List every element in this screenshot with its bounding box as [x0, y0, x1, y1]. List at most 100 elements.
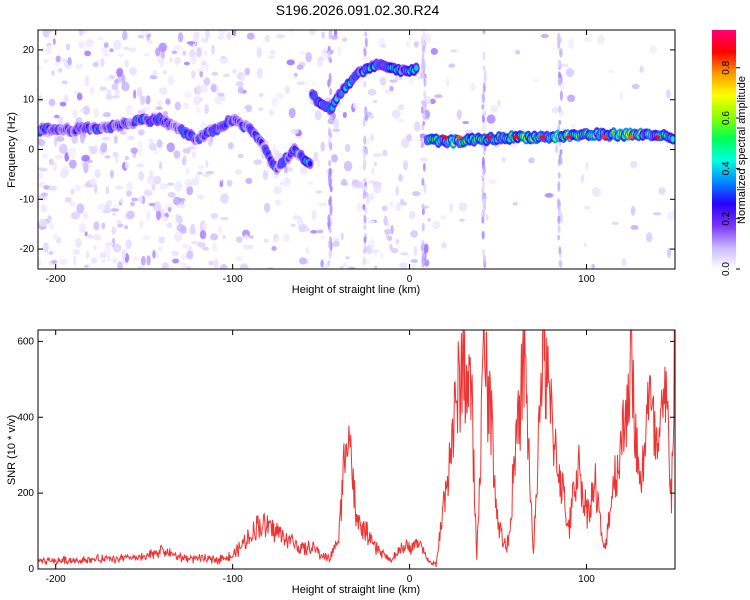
spectrogram-noise-cell — [185, 166, 190, 176]
spectrogram-noise-cell — [59, 258, 69, 266]
spectrogram-noise-cell — [171, 250, 179, 257]
spectrogram-noise-cell — [166, 222, 173, 229]
spectrogram-y-tick-label: 0 — [28, 145, 34, 156]
spectrogram-noise-cell — [72, 248, 81, 255]
spectrogram-noise-cell — [204, 104, 209, 115]
spectrogram-noise-cell — [344, 256, 351, 260]
spectrogram-noise-cell — [257, 107, 264, 112]
spectrogram-burst-cell — [557, 224, 561, 234]
spectrogram-x-tick-label: -200 — [46, 274, 66, 285]
spectrogram-noise-cell — [155, 209, 161, 221]
spectrogram-noise-cell — [54, 135, 58, 147]
spectrogram-noise-cell — [318, 202, 328, 207]
spectrogram-noise-cell — [79, 108, 85, 113]
spectrogram-noise-cell — [532, 78, 540, 82]
spectrogram-peak-cell — [627, 135, 634, 139]
spectrogram-burst-cell — [363, 161, 367, 171]
spectrogram-noise-cell — [191, 150, 197, 159]
snr-y-tick-label: 0 — [28, 564, 34, 575]
spectrogram-noise-cell — [321, 31, 325, 39]
spectrogram-noise-cell — [96, 203, 106, 211]
spectrogram-noise-cell — [266, 266, 275, 269]
spectrogram-noise-cell — [82, 211, 88, 220]
spectrogram-noise-cell — [330, 34, 339, 40]
spectrogram-noise-cell — [94, 169, 101, 179]
spectrogram-noise-cell — [139, 95, 146, 106]
colorbar-tick-label: 0.4 — [721, 161, 732, 175]
spectrogram-noise-cell — [514, 50, 521, 55]
spectrogram-noise-cell — [148, 202, 156, 207]
chart-title: S196.2026.091.02.30.R24 — [275, 2, 440, 18]
spectrogram-noise-cell — [93, 107, 99, 119]
spectrogram-noise-cell — [133, 89, 137, 99]
spectrogram-noise-cell — [102, 111, 112, 118]
spectrogram-noise-cell — [190, 223, 196, 235]
snr-y-tick-label: 200 — [17, 488, 34, 499]
spectrogram-burst-cell — [363, 48, 367, 57]
spectrogram-burst-cell — [329, 88, 333, 96]
spectrogram-noise-cell — [40, 203, 47, 213]
spectrogram-burst-cell — [329, 236, 333, 245]
spectrogram-ridge-cell — [670, 136, 675, 143]
spectrogram-noise-cell — [48, 98, 56, 107]
spectrogram-noise-cell — [79, 134, 85, 144]
spectrogram-noise-cell — [567, 94, 576, 103]
spectrogram-noise-cell — [340, 232, 344, 241]
spectrogram-noise-cell — [367, 88, 377, 96]
spectrogram-noise-cell — [101, 136, 111, 141]
spectrogram-burst-cell — [423, 183, 427, 194]
spectrogram-noise-cell — [166, 142, 175, 153]
spectrogram-noise-cell — [116, 67, 124, 78]
spectrogram-noise-cell — [408, 210, 416, 220]
spectrogram-burst-cell — [423, 79, 427, 87]
spectrogram-noise-cell — [434, 94, 443, 99]
snr-panel: -200 -100 0 100 0 200 400 600 Height of straig… — [6, 329, 676, 596]
spectrogram-noise-cell — [316, 158, 320, 168]
spectrogram-noise-cell — [196, 68, 206, 72]
spectrogram-noise-cell — [55, 136, 65, 142]
spectrogram-noise-cell — [48, 223, 55, 230]
spectrogram-noise-cell — [63, 94, 69, 103]
spectrogram-noise-cell — [130, 147, 139, 154]
spectrogram-noise-cell — [78, 40, 86, 49]
spectrogram-burst-cell — [558, 246, 562, 255]
spectrogram-noise-cell — [591, 186, 600, 197]
spectrogram-noise-cell — [400, 138, 410, 149]
spectrogram-ridge-cell — [414, 65, 419, 72]
spectrogram-burst-cell — [422, 101, 426, 108]
spectrogram-noise-cell — [559, 82, 565, 91]
spectrogram-noise-cell — [458, 202, 468, 212]
spectrogram-noise-cell — [101, 259, 107, 263]
spectrogram-noise-cell — [666, 89, 671, 99]
spectrogram-noise-cell — [410, 259, 419, 263]
spectrogram-noise-cell — [136, 163, 144, 168]
spectrogram-noise-cell — [156, 139, 163, 149]
spectrogram-noise-cell — [399, 252, 409, 256]
spectrogram-noise-cell — [174, 231, 183, 243]
spectrogram-noise-cell — [196, 47, 202, 58]
spectrogram-noise-cell — [441, 241, 447, 249]
spectrogram-noise-cell — [343, 160, 353, 172]
spectrogram-noise-cell — [344, 143, 351, 153]
spectrogram-noise-cell — [154, 175, 162, 185]
spectrogram-marks — [38, 30, 675, 269]
spectrogram-noise-cell — [293, 72, 298, 78]
spectrogram-noise-cell — [167, 74, 174, 86]
spectrogram-burst-cell — [482, 30, 486, 35]
spectrogram-noise-cell — [449, 203, 454, 213]
spectrogram-noise-cell — [292, 215, 301, 220]
spectrogram-noise-cell — [48, 185, 57, 191]
spectrogram-noise-cell — [131, 197, 139, 202]
spectrogram-noise-cell — [235, 256, 244, 262]
spectrogram-noise-cell — [67, 57, 72, 66]
spectrogram-noise-cell — [203, 77, 211, 86]
spectrogram-noise-cell — [205, 170, 215, 175]
spectrogram-noise-cell — [146, 210, 151, 221]
spectrogram-burst-cell — [363, 214, 367, 224]
spectrogram-burst-cell — [482, 164, 486, 175]
spectrogram-noise-cell — [137, 129, 145, 136]
spectrogram-noise-cell — [456, 109, 462, 120]
spectrogram-y-tick-label: 20 — [23, 45, 35, 56]
spectrogram-noise-cell — [123, 46, 130, 51]
spectrogram-noise-cell — [389, 79, 398, 83]
